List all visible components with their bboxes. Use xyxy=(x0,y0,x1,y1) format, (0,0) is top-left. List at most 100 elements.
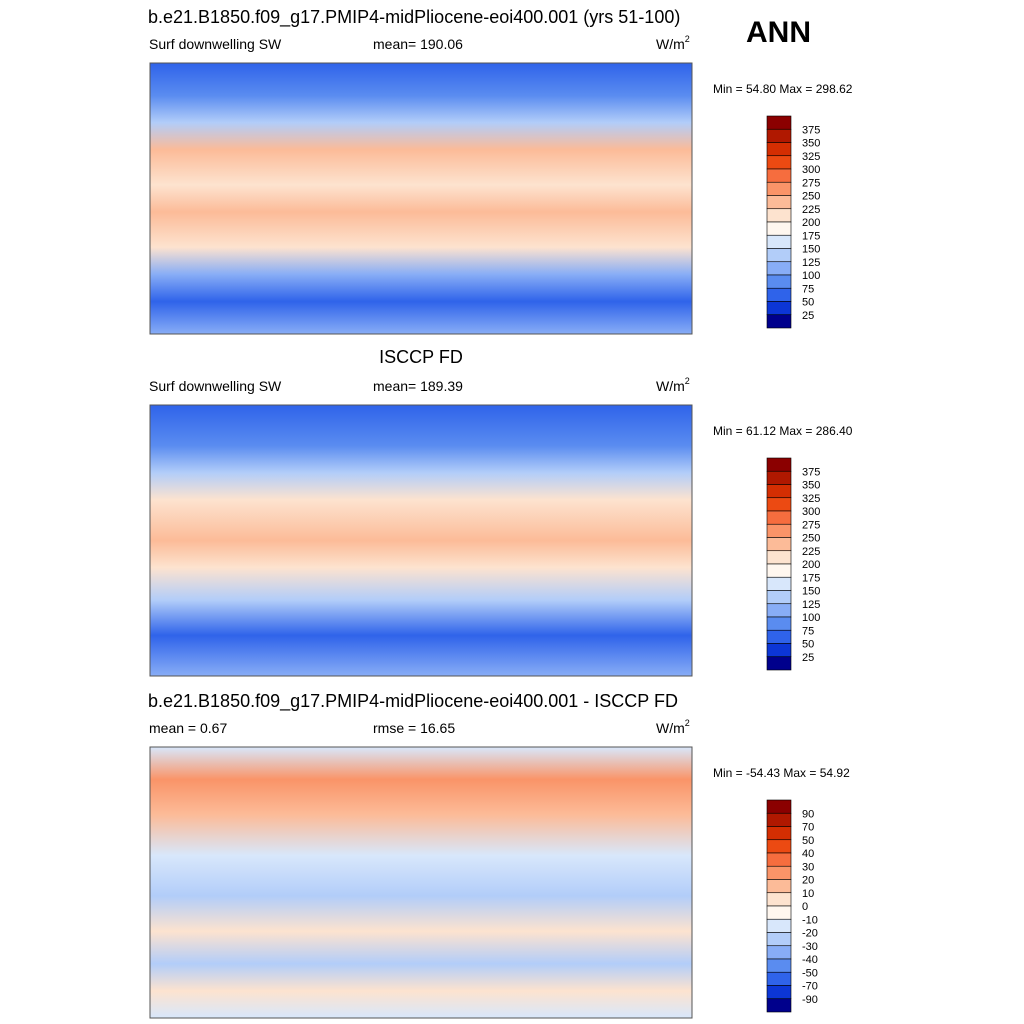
colorbar-box xyxy=(766,576,792,591)
subtitle-center: mean= 189.39 xyxy=(373,378,463,394)
colorbar-label: 250 xyxy=(802,533,820,545)
colorbar-label: 100 xyxy=(802,612,820,624)
subtitle-left: Surf downwelling SW xyxy=(149,378,282,394)
subtitle-left: mean = 0.67 xyxy=(149,720,227,736)
colorbar-box xyxy=(766,523,792,538)
colorbar-box xyxy=(766,839,792,854)
colorbar-label: 175 xyxy=(802,230,820,242)
colorbar-box xyxy=(766,484,792,499)
season-label: ANN xyxy=(746,16,811,49)
colorbar-label: 25 xyxy=(802,310,814,322)
colorbar-box xyxy=(766,248,792,263)
colorbar-label: 25 xyxy=(802,652,814,664)
map xyxy=(149,62,693,335)
colorbar-box xyxy=(766,457,792,472)
colorbar-label: 50 xyxy=(802,639,814,651)
subtitle-left: Surf downwelling SW xyxy=(149,36,282,52)
colorbar-label: 100 xyxy=(802,270,820,282)
units-exponent: 2 xyxy=(685,34,690,44)
colorbar-box xyxy=(766,985,792,1000)
colorbar-box xyxy=(766,234,792,249)
colorbar-label: 200 xyxy=(802,559,820,571)
colorbar-label: 125 xyxy=(802,599,820,611)
colorbar-label: -10 xyxy=(802,914,818,926)
colorbar-box xyxy=(766,301,792,316)
colorbar-label: -30 xyxy=(802,941,818,953)
colorbar-label: 75 xyxy=(802,283,814,295)
subtitle-center: rmse = 16.65 xyxy=(373,720,455,736)
map xyxy=(149,404,693,677)
colorbar-label: -20 xyxy=(802,928,818,940)
colorbar-label: 0 xyxy=(802,901,808,913)
colorbar-label: 200 xyxy=(802,217,820,229)
colorbar-box xyxy=(766,918,792,933)
colorbar-label: 325 xyxy=(802,493,820,505)
colorbar-label: 275 xyxy=(802,519,820,531)
colorbar-box xyxy=(766,616,792,631)
colorbar-box xyxy=(766,603,792,618)
colorbar-box xyxy=(766,812,792,827)
colorbar-box xyxy=(766,142,792,157)
colorbar-label: 150 xyxy=(802,244,820,256)
panel-title: b.e21.B1850.f09_g17.PMIP4-midPliocene-eo… xyxy=(148,7,680,28)
colorbar-box xyxy=(766,537,792,552)
colorbar-box xyxy=(766,168,792,183)
colorbar-label: 30 xyxy=(802,861,814,873)
colorbar-label: 250 xyxy=(802,191,820,203)
colorbar-box xyxy=(766,865,792,880)
colorbar-box xyxy=(766,221,792,236)
colorbar-box xyxy=(766,195,792,210)
colorbar-label: 175 xyxy=(802,572,820,584)
min-max: Min = -54.43 Max = 54.92 xyxy=(713,766,850,780)
colorbar-box xyxy=(766,656,792,671)
colorbar-box xyxy=(766,958,792,973)
colorbar-label: 50 xyxy=(802,297,814,309)
colorbar-box xyxy=(766,932,792,947)
colorbar-box xyxy=(766,497,792,512)
colorbar-label: 75 xyxy=(802,625,814,637)
colorbar-box xyxy=(766,629,792,644)
colorbar-label: 225 xyxy=(802,204,820,216)
colorbar-label: 40 xyxy=(802,848,814,860)
colorbar-box xyxy=(766,826,792,841)
colorbar-box xyxy=(766,998,792,1013)
colorbar-box xyxy=(766,155,792,170)
colorbar-label: 70 xyxy=(802,822,814,834)
colorbar-box xyxy=(766,563,792,578)
units-exponent: 2 xyxy=(685,718,690,728)
colorbar-box xyxy=(766,905,792,920)
colorbar-label: -90 xyxy=(802,994,818,1006)
colorbar-box xyxy=(766,892,792,907)
colorbar-label: 350 xyxy=(802,480,820,492)
colorbar-box xyxy=(766,181,792,196)
subtitle-center: mean= 190.06 xyxy=(373,36,463,52)
units-exponent: 2 xyxy=(685,376,690,386)
colorbar-label: -50 xyxy=(802,967,818,979)
colorbar-box xyxy=(766,799,792,814)
units-base: W/m xyxy=(656,720,685,736)
colorbar-box xyxy=(766,879,792,894)
colorbar-label: 275 xyxy=(802,177,820,189)
colorbar-label: 150 xyxy=(802,586,820,598)
colorbar-box xyxy=(766,971,792,986)
colorbar-label: 375 xyxy=(802,124,820,136)
colorbar-label: 50 xyxy=(802,835,814,847)
colorbar-label: 300 xyxy=(802,506,820,518)
colorbar-box xyxy=(766,314,792,329)
colorbar-label: 20 xyxy=(802,875,814,887)
colorbar-box xyxy=(766,128,792,143)
colorbar-label: 350 xyxy=(802,138,820,150)
colorbar-box xyxy=(766,510,792,525)
colorbar-label: 125 xyxy=(802,257,820,269)
colorbar-box xyxy=(766,287,792,302)
colorbar-box xyxy=(766,261,792,276)
units: W/m2 xyxy=(656,376,690,394)
colorbar-label: 225 xyxy=(802,546,820,558)
colorbar-box xyxy=(766,274,792,289)
colorbar-label: 10 xyxy=(802,888,814,900)
colorbar-label: 300 xyxy=(802,164,820,176)
colorbar-box xyxy=(766,470,792,485)
units-base: W/m xyxy=(656,378,685,394)
colorbar-box xyxy=(766,945,792,960)
